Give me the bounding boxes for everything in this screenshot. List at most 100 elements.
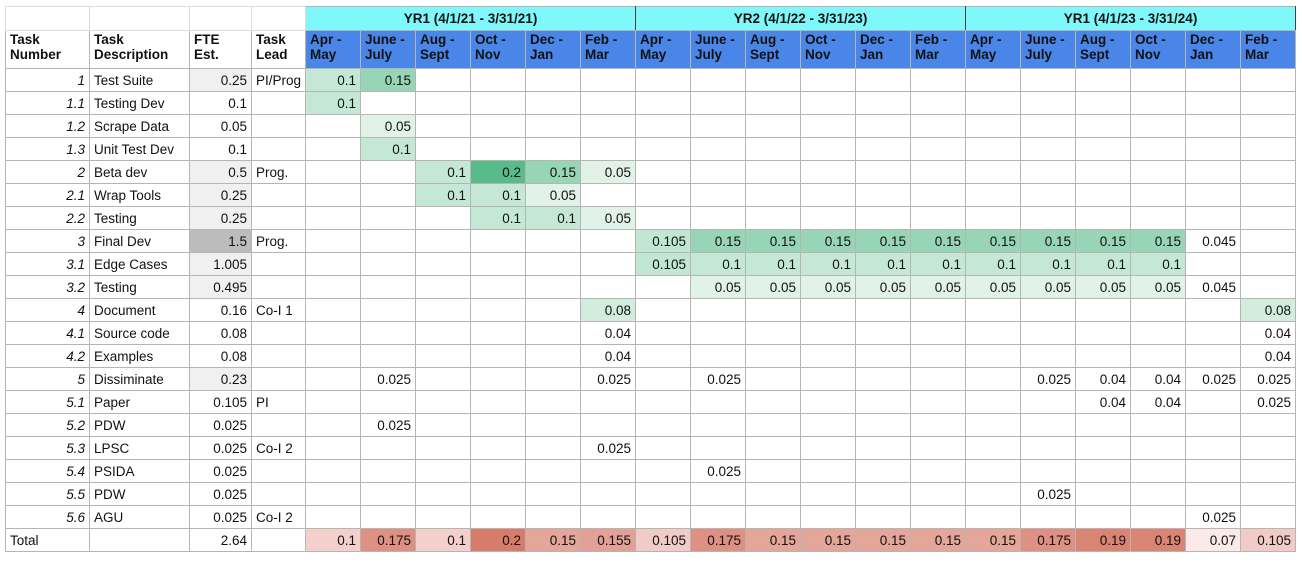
fte-cell (965, 413, 1022, 437)
fte-cell (635, 298, 692, 322)
fte-cell (305, 344, 362, 368)
fte-cell (745, 206, 802, 230)
fte-cell: 0.05 (800, 275, 857, 299)
fte-cell: 0.04 (580, 321, 637, 345)
fte-cell (1020, 206, 1077, 230)
month-header: Feb - Mar (580, 30, 637, 69)
fte-cell (1240, 206, 1297, 230)
task-lead (250, 413, 307, 437)
task-lead: PI/Prog (250, 68, 307, 92)
fte-cell: 0.05 (1020, 275, 1077, 299)
fte-cell: 0.045 (1185, 275, 1242, 299)
fte-cell (525, 436, 582, 460)
fte-cell: 0.1 (415, 183, 472, 207)
fte-estimate: 0.25 (189, 183, 252, 207)
fte-cell: 0.05 (965, 275, 1022, 299)
fte-cell (910, 367, 967, 391)
fte-cell (1240, 68, 1297, 92)
fte-cell (580, 482, 637, 506)
month-header: June - July (690, 30, 747, 69)
month-header: Dec - Jan (1185, 30, 1242, 69)
task-description: Source code (89, 321, 190, 345)
fte-cell (745, 390, 802, 414)
fte-cell (1130, 298, 1187, 322)
fte-cell (745, 505, 802, 529)
fte-cell (415, 321, 472, 345)
fte-cell (800, 505, 857, 529)
fte-cell (800, 160, 857, 184)
task-row: 1.3 Unit Test Dev 0.1 0.1 (5, 137, 1297, 161)
fte-cell: 0.15 (910, 229, 967, 253)
month-header-line: Aug - (1080, 32, 1115, 47)
fte-cell (800, 206, 857, 230)
fte-cell (525, 482, 582, 506)
fte-cell (1020, 137, 1077, 161)
fte-cell (1130, 206, 1187, 230)
fte-cell (1075, 68, 1132, 92)
month-header: Apr - May (965, 30, 1022, 69)
fte-cell (470, 229, 527, 253)
month-header-line: Dec - (530, 32, 564, 47)
fte-cell (1130, 91, 1187, 115)
year-header-1: YR1 (4/1/21 - 3/31/21) (305, 6, 637, 31)
fte-cell (745, 367, 802, 391)
task-lead (250, 183, 307, 207)
fte-cell (360, 160, 417, 184)
fte-cell (635, 275, 692, 299)
fte-cell: 0.15 (1130, 229, 1187, 253)
month-header-line: Dec - (1190, 32, 1224, 47)
fte-cell (1020, 68, 1077, 92)
task-number: 2.1 (5, 183, 90, 207)
fte-cell: 0.05 (855, 275, 912, 299)
fte-cell (1240, 505, 1297, 529)
fte-cell (690, 390, 747, 414)
fte-cell (305, 321, 362, 345)
month-header-line: May (310, 47, 337, 62)
fte-cell (635, 68, 692, 92)
fte-cell: 0.1 (470, 183, 527, 207)
fte-cell (305, 482, 362, 506)
fte-cell: 0.15 (1075, 229, 1132, 253)
fte-cell (1185, 344, 1242, 368)
fte-cell (305, 160, 362, 184)
fte-cell (525, 275, 582, 299)
fte-cell: 0.15 (965, 229, 1022, 253)
column-header-row: Task Number Task Description FTE Est. Task Lead… (5, 30, 1297, 69)
month-header: Oct - Nov (800, 30, 857, 69)
fte-cell (1020, 298, 1077, 322)
fte-estimate: 0.495 (189, 275, 252, 299)
fte-cell (1075, 321, 1132, 345)
total-fte-cell: 0.15 (855, 528, 912, 552)
fte-cell (1185, 321, 1242, 345)
month-header-line: July (365, 47, 393, 62)
fte-cell (800, 298, 857, 322)
fte-cell (635, 160, 692, 184)
fte-cell (525, 321, 582, 345)
fte-cell: 0.05 (525, 183, 582, 207)
task-row: 1.1 Testing Dev 0.1 0.1 (5, 91, 1297, 115)
task-number-header-line: Number (10, 47, 62, 62)
task-number: 4 (5, 298, 90, 322)
task-number: 4.1 (5, 321, 90, 345)
month-header-line: Jan (860, 47, 884, 62)
fte-cell (1240, 252, 1297, 276)
task-number: 5 (5, 367, 90, 391)
task-number: 5.6 (5, 505, 90, 529)
fte-cell (855, 137, 912, 161)
task-lead: Co-I 1 (250, 298, 307, 322)
fte-cell: 0.04 (580, 344, 637, 368)
month-header: Dec - Jan (855, 30, 912, 69)
fte-cell (525, 298, 582, 322)
task-description: PSIDA (89, 459, 190, 483)
task-row: 5.6 AGU 0.025 Co-I 2 0.025 (5, 505, 1297, 529)
blank-cell (89, 528, 190, 552)
fte-cell (580, 252, 637, 276)
task-number: 2.2 (5, 206, 90, 230)
fte-cell (1185, 68, 1242, 92)
fte-cell (415, 413, 472, 437)
fte-cell (470, 91, 527, 115)
fte-cell (525, 390, 582, 414)
fte-estimate: 0.025 (189, 459, 252, 483)
fte-cell (1075, 91, 1132, 115)
fte-cell: 0.04 (1130, 367, 1187, 391)
